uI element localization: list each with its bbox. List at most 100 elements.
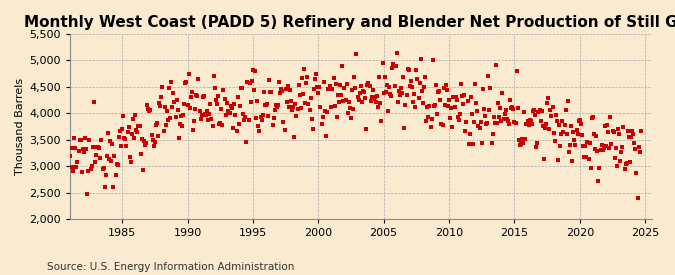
Point (143, 107, 154, 111)
Point (436, 122, 447, 126)
Point (400, 103, 411, 107)
Point (298, 92, 308, 97)
Point (86, 164, 97, 168)
Point (113, 134, 124, 139)
Point (507, 104, 518, 109)
Point (510, 120, 521, 125)
Point (257, 112, 268, 117)
Point (142, 102, 153, 107)
Point (194, 108, 205, 113)
Point (532, 141, 543, 145)
Point (353, 98, 364, 102)
Point (161, 108, 172, 113)
Point (266, 90, 277, 95)
Point (409, 92, 420, 96)
Point (121, 144, 132, 148)
Point (514, 142, 525, 147)
Point (326, 105, 337, 109)
Point (459, 92, 470, 97)
Point (607, 128, 618, 133)
Point (97, 167, 108, 172)
Point (537, 123, 548, 128)
Y-axis label: Thousand Barrels: Thousand Barrels (15, 78, 25, 175)
Point (395, 93, 406, 97)
Point (401, 93, 412, 97)
Point (285, 88, 296, 92)
Point (605, 115, 616, 119)
Point (516, 137, 527, 141)
Point (376, 119, 387, 123)
Point (572, 131, 583, 136)
Point (251, 116, 262, 120)
Point (440, 83, 451, 87)
Point (122, 130, 133, 134)
Point (622, 128, 633, 133)
Point (95, 156, 106, 160)
Point (76, 170, 87, 174)
Point (512, 106, 523, 111)
Point (215, 120, 225, 125)
Point (253, 124, 264, 128)
Point (556, 132, 567, 136)
Point (526, 121, 537, 126)
Point (397, 91, 408, 96)
Point (414, 81, 425, 85)
Point (559, 123, 570, 127)
Point (301, 81, 312, 86)
Point (255, 115, 266, 120)
Point (396, 86, 406, 90)
Point (352, 94, 363, 99)
Point (155, 104, 165, 108)
Point (387, 66, 398, 71)
Point (454, 118, 464, 122)
Point (482, 121, 493, 125)
Point (470, 81, 481, 86)
Point (599, 124, 610, 128)
Point (136, 137, 147, 142)
Point (520, 136, 531, 141)
Point (186, 95, 196, 99)
Point (148, 143, 159, 148)
Point (106, 159, 117, 163)
Point (335, 93, 346, 98)
Point (246, 78, 257, 83)
Point (264, 78, 275, 82)
Point (293, 83, 304, 87)
Point (412, 77, 423, 81)
Point (138, 139, 149, 144)
Point (181, 80, 192, 84)
Point (135, 152, 146, 156)
Point (477, 87, 488, 91)
Point (268, 116, 279, 120)
Point (398, 75, 408, 79)
Point (303, 101, 314, 106)
Point (231, 129, 242, 134)
Point (508, 107, 519, 111)
Point (564, 150, 574, 154)
Point (474, 126, 485, 131)
Point (464, 131, 475, 136)
Point (279, 128, 290, 132)
Point (432, 112, 443, 117)
Point (225, 111, 236, 115)
Point (191, 93, 202, 97)
Point (221, 101, 232, 105)
Point (466, 95, 477, 99)
Point (316, 122, 327, 126)
Point (275, 90, 286, 95)
Point (535, 119, 546, 123)
Point (439, 103, 450, 108)
Point (551, 119, 562, 123)
Point (365, 99, 376, 103)
Point (271, 102, 281, 107)
Point (209, 74, 219, 78)
Point (65, 146, 76, 151)
Point (223, 109, 234, 113)
Point (620, 161, 631, 166)
Point (485, 86, 496, 90)
Point (612, 164, 622, 168)
Point (461, 120, 472, 124)
Point (498, 117, 509, 121)
Point (69, 135, 80, 140)
Point (211, 98, 221, 103)
